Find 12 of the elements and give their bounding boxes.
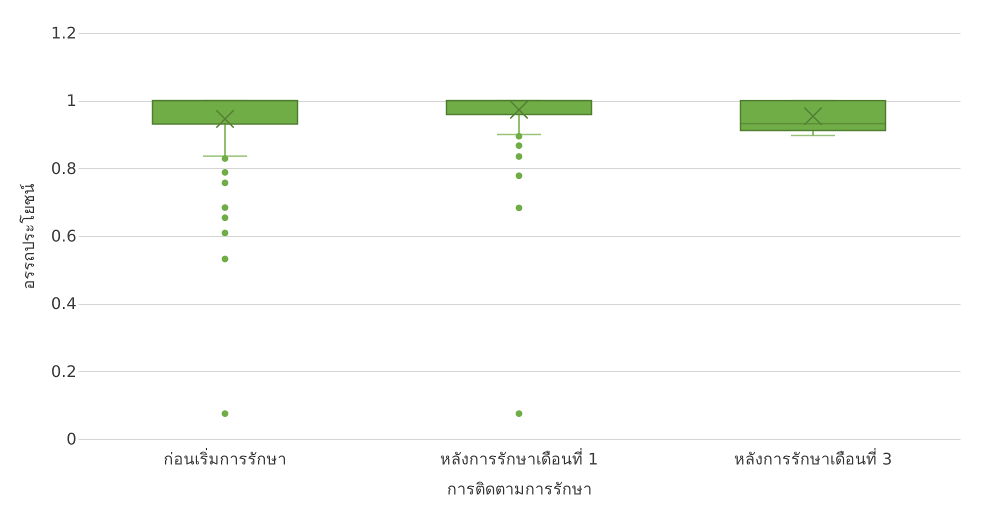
y-tick-label: 1.2	[51, 24, 76, 42]
x-tick-label: ก่อนเริ่มการรักษา	[164, 448, 286, 468]
x-axis-title: การติดตามการรักษา	[447, 480, 592, 498]
y-tick-label: 0	[66, 430, 76, 448]
y-tick-label: 0.4	[51, 294, 76, 314]
y-tick-label: 1	[66, 91, 76, 110]
y-tick-label: 0.2	[51, 362, 76, 381]
y-tick-label: 0.6	[51, 226, 76, 246]
x-tick-label: หลังการรักษาเดือนที่ 3	[734, 448, 892, 468]
x-tick-label: หลังการรักษาเดือนที่ 1	[440, 448, 598, 468]
y-tick-label: 0.8	[51, 158, 76, 178]
y-axis-title: อรรถประโยชน์	[19, 184, 38, 290]
